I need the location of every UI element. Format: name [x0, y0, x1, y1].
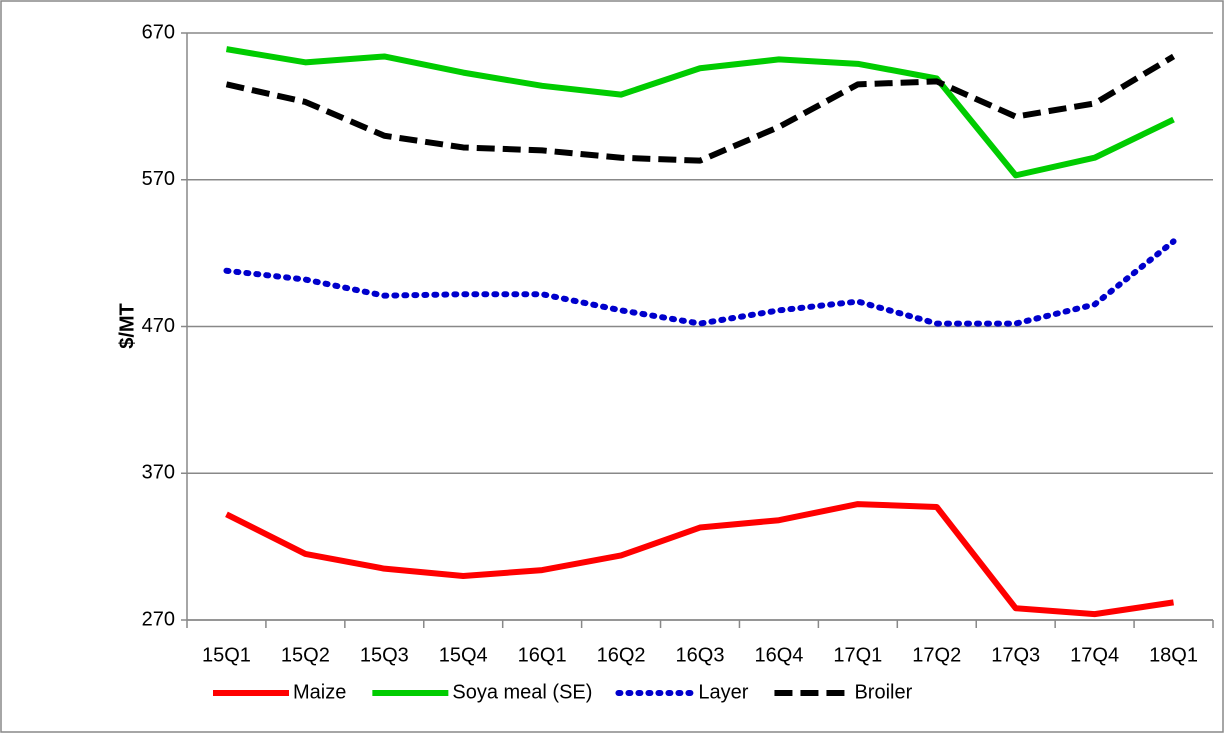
x-tick-label: 15Q2 — [281, 644, 330, 666]
series-line — [223, 238, 1177, 327]
legend-label: Broiler — [854, 681, 912, 703]
y-tick-label: 670 — [142, 21, 175, 43]
series-line — [225, 53, 1176, 164]
y-axis-label: $/MT — [116, 303, 138, 349]
x-tick-label: 15Q1 — [202, 644, 251, 666]
x-tick-label: 16Q4 — [754, 644, 803, 666]
x-tick-label: 17Q2 — [912, 644, 961, 666]
x-tick-label: 16Q1 — [518, 644, 567, 666]
series-line — [225, 501, 1174, 618]
x-tick-label: 15Q3 — [360, 644, 409, 666]
x-tick-label: 18Q1 — [1149, 644, 1198, 666]
series-line — [225, 46, 1175, 179]
x-tick-label: 17Q3 — [991, 644, 1040, 666]
x-tick-label: 16Q2 — [597, 644, 646, 666]
legend-label: Soya meal (SE) — [452, 681, 592, 703]
legend-label: Layer — [698, 681, 748, 703]
x-tick-label: 17Q1 — [833, 644, 882, 666]
y-tick-label: 370 — [142, 462, 175, 484]
x-tick-label: 16Q3 — [676, 644, 725, 666]
x-tick-label: 17Q4 — [1070, 644, 1119, 666]
y-tick-label: 570 — [142, 168, 175, 190]
y-tick-label: 270 — [142, 608, 175, 630]
y-tick-label: 470 — [142, 315, 175, 337]
x-tick-label: 15Q4 — [439, 644, 488, 666]
legend-label: Maize — [293, 681, 346, 703]
